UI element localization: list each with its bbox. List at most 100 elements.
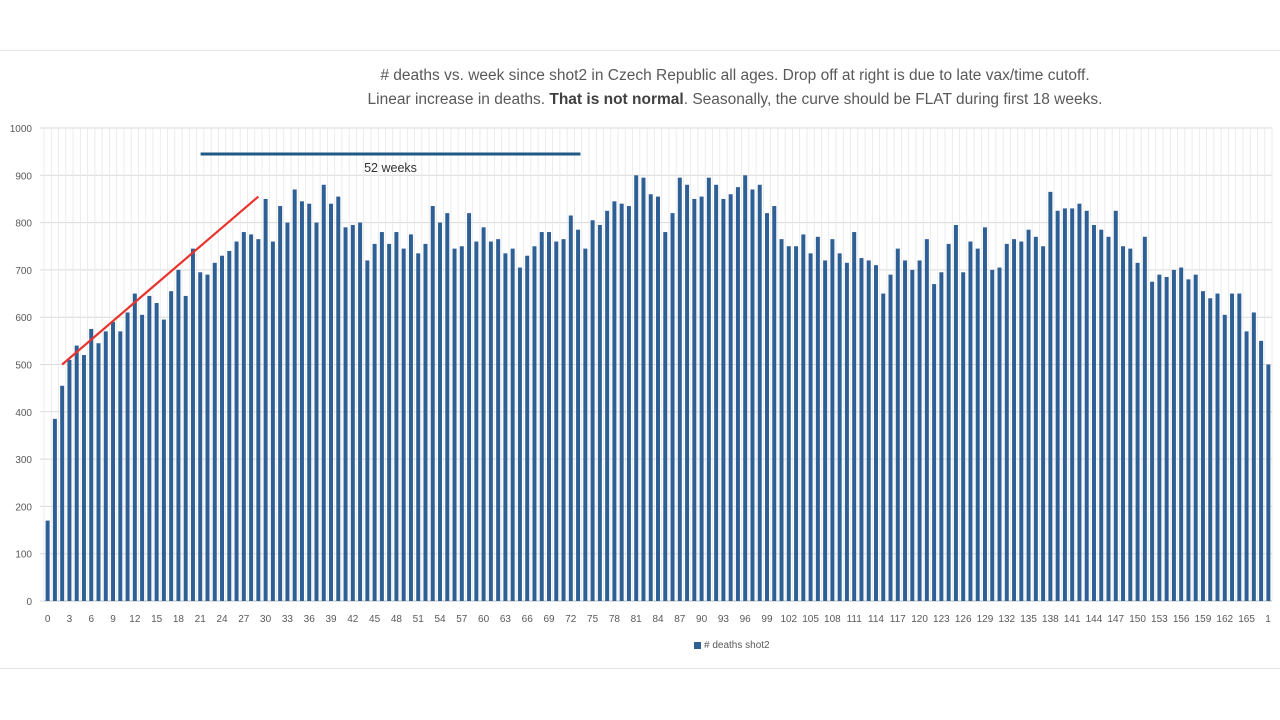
bar	[81, 355, 86, 601]
bar	[263, 198, 268, 601]
y-tick-label: 0	[26, 597, 32, 608]
bar	[481, 227, 486, 601]
bar	[866, 260, 871, 601]
bar	[728, 194, 733, 601]
bar	[423, 243, 428, 601]
y-tick-label: 200	[15, 502, 32, 513]
x-tick-label: 102	[780, 614, 797, 625]
x-tick-label: 54	[434, 614, 446, 625]
bar	[241, 232, 246, 601]
bar	[895, 248, 900, 602]
bar	[452, 248, 457, 602]
bar	[961, 272, 966, 601]
y-tick-label: 600	[15, 313, 32, 324]
bar	[1237, 293, 1242, 601]
annotations: 52 weeks	[61, 152, 581, 366]
bar	[830, 239, 835, 601]
bar	[140, 314, 145, 601]
x-tick-label: 21	[195, 614, 207, 625]
x-tick-label: 156	[1173, 614, 1190, 625]
bar	[953, 224, 958, 601]
x-tick-label: 135	[1020, 614, 1037, 625]
bar	[641, 177, 646, 602]
bar	[1070, 208, 1075, 601]
bar	[554, 241, 559, 601]
bar	[169, 291, 174, 601]
bar	[408, 234, 413, 602]
bar	[1128, 248, 1133, 602]
x-tick-label: 117	[890, 614, 906, 625]
bar	[1142, 236, 1147, 602]
x-tick-label: 36	[304, 614, 316, 625]
bar	[445, 213, 450, 601]
bar	[503, 253, 508, 601]
bar	[561, 239, 566, 601]
bar	[416, 253, 421, 601]
bar	[220, 255, 225, 601]
bar	[1164, 276, 1169, 601]
bar	[626, 206, 631, 602]
bar	[205, 274, 210, 601]
bar	[648, 194, 653, 601]
bar	[1193, 274, 1198, 601]
bar	[60, 385, 65, 601]
bar	[1230, 293, 1235, 601]
bottom-border-line	[0, 668, 1280, 669]
bar	[336, 196, 341, 601]
bar	[583, 248, 588, 602]
y-tick-label: 1000	[10, 124, 33, 135]
bar	[888, 274, 893, 601]
bar	[394, 232, 399, 601]
bar	[430, 206, 435, 602]
bar	[1215, 293, 1220, 601]
x-tick-label: 144	[1086, 614, 1103, 625]
title-line-2: Linear increase in deaths. That is not n…	[300, 88, 1170, 112]
bar	[1041, 246, 1046, 601]
bar	[256, 239, 261, 601]
span-label: 52 weeks	[364, 161, 417, 175]
bar	[670, 213, 675, 601]
bar	[510, 248, 515, 602]
bar	[1026, 229, 1031, 601]
x-tick-label: 96	[740, 614, 752, 625]
legend-swatch	[694, 642, 701, 649]
bar	[844, 262, 849, 601]
y-tick-label: 500	[15, 361, 32, 372]
bar	[1208, 298, 1213, 601]
x-tick-label: 87	[674, 614, 686, 625]
bar	[786, 246, 791, 601]
y-tick-label: 700	[15, 266, 32, 277]
bar	[1033, 236, 1038, 602]
bar	[474, 241, 479, 601]
bar	[1266, 364, 1271, 601]
bar	[1084, 210, 1089, 601]
bar	[946, 243, 951, 601]
title-line-2-bold: That is not normal	[549, 91, 684, 108]
bar	[307, 203, 312, 601]
x-tick-label: 126	[955, 614, 972, 625]
x-tick-label: 78	[609, 614, 621, 625]
y-axis: 0 100 200 300 400 500 600 700 800 900 1000	[10, 124, 33, 608]
bar	[852, 232, 857, 601]
y-tick-label: 800	[15, 219, 32, 230]
bar	[982, 227, 987, 601]
bar	[663, 232, 668, 601]
bar	[103, 331, 108, 601]
bar	[343, 227, 348, 601]
y-tick-label: 400	[15, 408, 32, 419]
bar	[1106, 236, 1111, 602]
x-tick-label: 33	[282, 614, 294, 625]
bar	[517, 267, 522, 601]
bar	[45, 520, 50, 601]
bar	[372, 243, 377, 601]
legend: # deaths shot2	[694, 640, 770, 651]
bar	[932, 284, 937, 601]
x-tick-label: 39	[325, 614, 337, 625]
x-tick-label: 45	[369, 614, 381, 625]
bar	[496, 239, 501, 601]
bar	[89, 329, 94, 601]
bar	[358, 222, 363, 601]
bar	[1157, 274, 1162, 601]
bars	[45, 175, 1271, 602]
x-tick-label: 63	[500, 614, 512, 625]
